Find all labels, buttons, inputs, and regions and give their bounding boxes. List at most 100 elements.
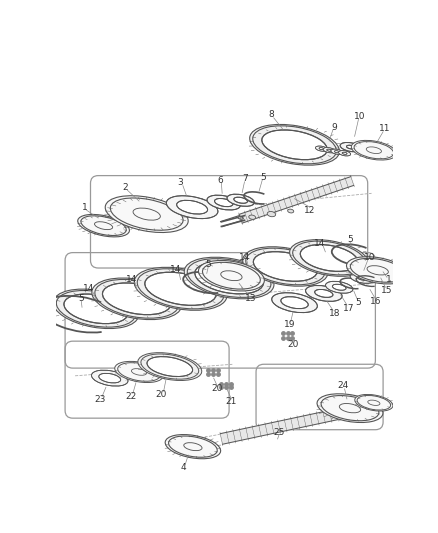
- Ellipse shape: [281, 297, 308, 309]
- Text: 10: 10: [354, 112, 366, 121]
- Ellipse shape: [290, 309, 293, 311]
- Ellipse shape: [147, 357, 193, 376]
- Ellipse shape: [288, 209, 294, 213]
- Ellipse shape: [116, 383, 118, 384]
- Text: 14: 14: [239, 254, 250, 262]
- Ellipse shape: [78, 214, 129, 237]
- Ellipse shape: [145, 272, 216, 305]
- Text: 12: 12: [304, 206, 316, 215]
- Text: 1: 1: [82, 203, 88, 212]
- Text: 14: 14: [170, 265, 181, 274]
- Ellipse shape: [243, 247, 328, 286]
- Ellipse shape: [253, 252, 317, 281]
- Ellipse shape: [319, 148, 324, 150]
- Text: 14: 14: [314, 239, 325, 248]
- Ellipse shape: [170, 205, 173, 207]
- Ellipse shape: [364, 272, 371, 275]
- Text: 24: 24: [337, 381, 349, 390]
- Text: 13: 13: [245, 294, 256, 303]
- Ellipse shape: [215, 198, 233, 207]
- Ellipse shape: [64, 294, 128, 324]
- Ellipse shape: [138, 353, 202, 381]
- Polygon shape: [239, 176, 354, 223]
- Ellipse shape: [166, 196, 218, 219]
- Text: 14: 14: [83, 284, 95, 293]
- Ellipse shape: [53, 289, 138, 328]
- Text: 20: 20: [155, 390, 167, 399]
- Ellipse shape: [180, 213, 184, 215]
- Ellipse shape: [171, 209, 175, 212]
- Ellipse shape: [102, 283, 171, 314]
- Text: 1: 1: [385, 275, 392, 284]
- Ellipse shape: [99, 373, 121, 383]
- Ellipse shape: [238, 217, 243, 219]
- Text: 5: 5: [205, 260, 211, 269]
- Ellipse shape: [195, 262, 263, 294]
- Ellipse shape: [278, 306, 281, 308]
- Ellipse shape: [325, 281, 353, 293]
- Ellipse shape: [357, 276, 367, 280]
- Ellipse shape: [296, 294, 299, 296]
- Ellipse shape: [346, 146, 355, 149]
- Ellipse shape: [308, 297, 311, 300]
- Text: 4: 4: [180, 463, 186, 472]
- Ellipse shape: [314, 289, 333, 297]
- Text: 5: 5: [355, 298, 360, 307]
- Ellipse shape: [92, 370, 128, 386]
- Text: 20: 20: [212, 384, 223, 393]
- Text: 6: 6: [218, 176, 223, 185]
- Ellipse shape: [342, 152, 347, 155]
- Ellipse shape: [184, 257, 274, 299]
- Ellipse shape: [290, 240, 369, 276]
- Ellipse shape: [105, 196, 188, 232]
- Ellipse shape: [367, 273, 369, 274]
- Ellipse shape: [371, 271, 373, 272]
- Ellipse shape: [323, 148, 335, 153]
- Ellipse shape: [275, 301, 278, 302]
- Text: 15: 15: [381, 286, 393, 295]
- Ellipse shape: [267, 212, 276, 217]
- Ellipse shape: [262, 130, 327, 160]
- Text: 5: 5: [260, 173, 266, 182]
- Text: 5: 5: [78, 294, 84, 303]
- Ellipse shape: [315, 146, 328, 151]
- Ellipse shape: [176, 200, 180, 202]
- Text: 8: 8: [268, 110, 274, 119]
- Ellipse shape: [201, 199, 204, 201]
- Ellipse shape: [335, 151, 339, 153]
- Ellipse shape: [250, 124, 339, 165]
- Ellipse shape: [198, 261, 265, 291]
- Ellipse shape: [234, 197, 247, 203]
- Ellipse shape: [351, 140, 396, 160]
- Ellipse shape: [368, 270, 375, 273]
- Ellipse shape: [283, 296, 286, 297]
- Ellipse shape: [94, 379, 97, 381]
- Ellipse shape: [227, 194, 254, 206]
- Ellipse shape: [332, 284, 346, 290]
- Ellipse shape: [339, 151, 351, 156]
- Text: 3: 3: [178, 178, 184, 187]
- Text: 20: 20: [287, 340, 299, 349]
- Polygon shape: [220, 409, 338, 444]
- Ellipse shape: [304, 308, 307, 310]
- Ellipse shape: [209, 203, 213, 205]
- Ellipse shape: [120, 374, 122, 375]
- Ellipse shape: [317, 394, 383, 423]
- Text: 5: 5: [347, 235, 353, 244]
- Ellipse shape: [340, 142, 361, 152]
- Ellipse shape: [177, 200, 208, 214]
- Ellipse shape: [311, 303, 314, 305]
- Ellipse shape: [108, 372, 110, 373]
- Text: 11: 11: [379, 124, 390, 133]
- Text: 14: 14: [126, 275, 137, 284]
- Ellipse shape: [123, 378, 126, 380]
- Text: 7: 7: [242, 174, 248, 183]
- Text: 16: 16: [371, 297, 382, 306]
- Text: 19: 19: [284, 320, 296, 329]
- Ellipse shape: [115, 361, 163, 383]
- Ellipse shape: [165, 434, 221, 459]
- Ellipse shape: [188, 198, 191, 200]
- Text: 21: 21: [226, 397, 237, 406]
- Ellipse shape: [374, 270, 377, 271]
- Text: 25: 25: [273, 427, 285, 437]
